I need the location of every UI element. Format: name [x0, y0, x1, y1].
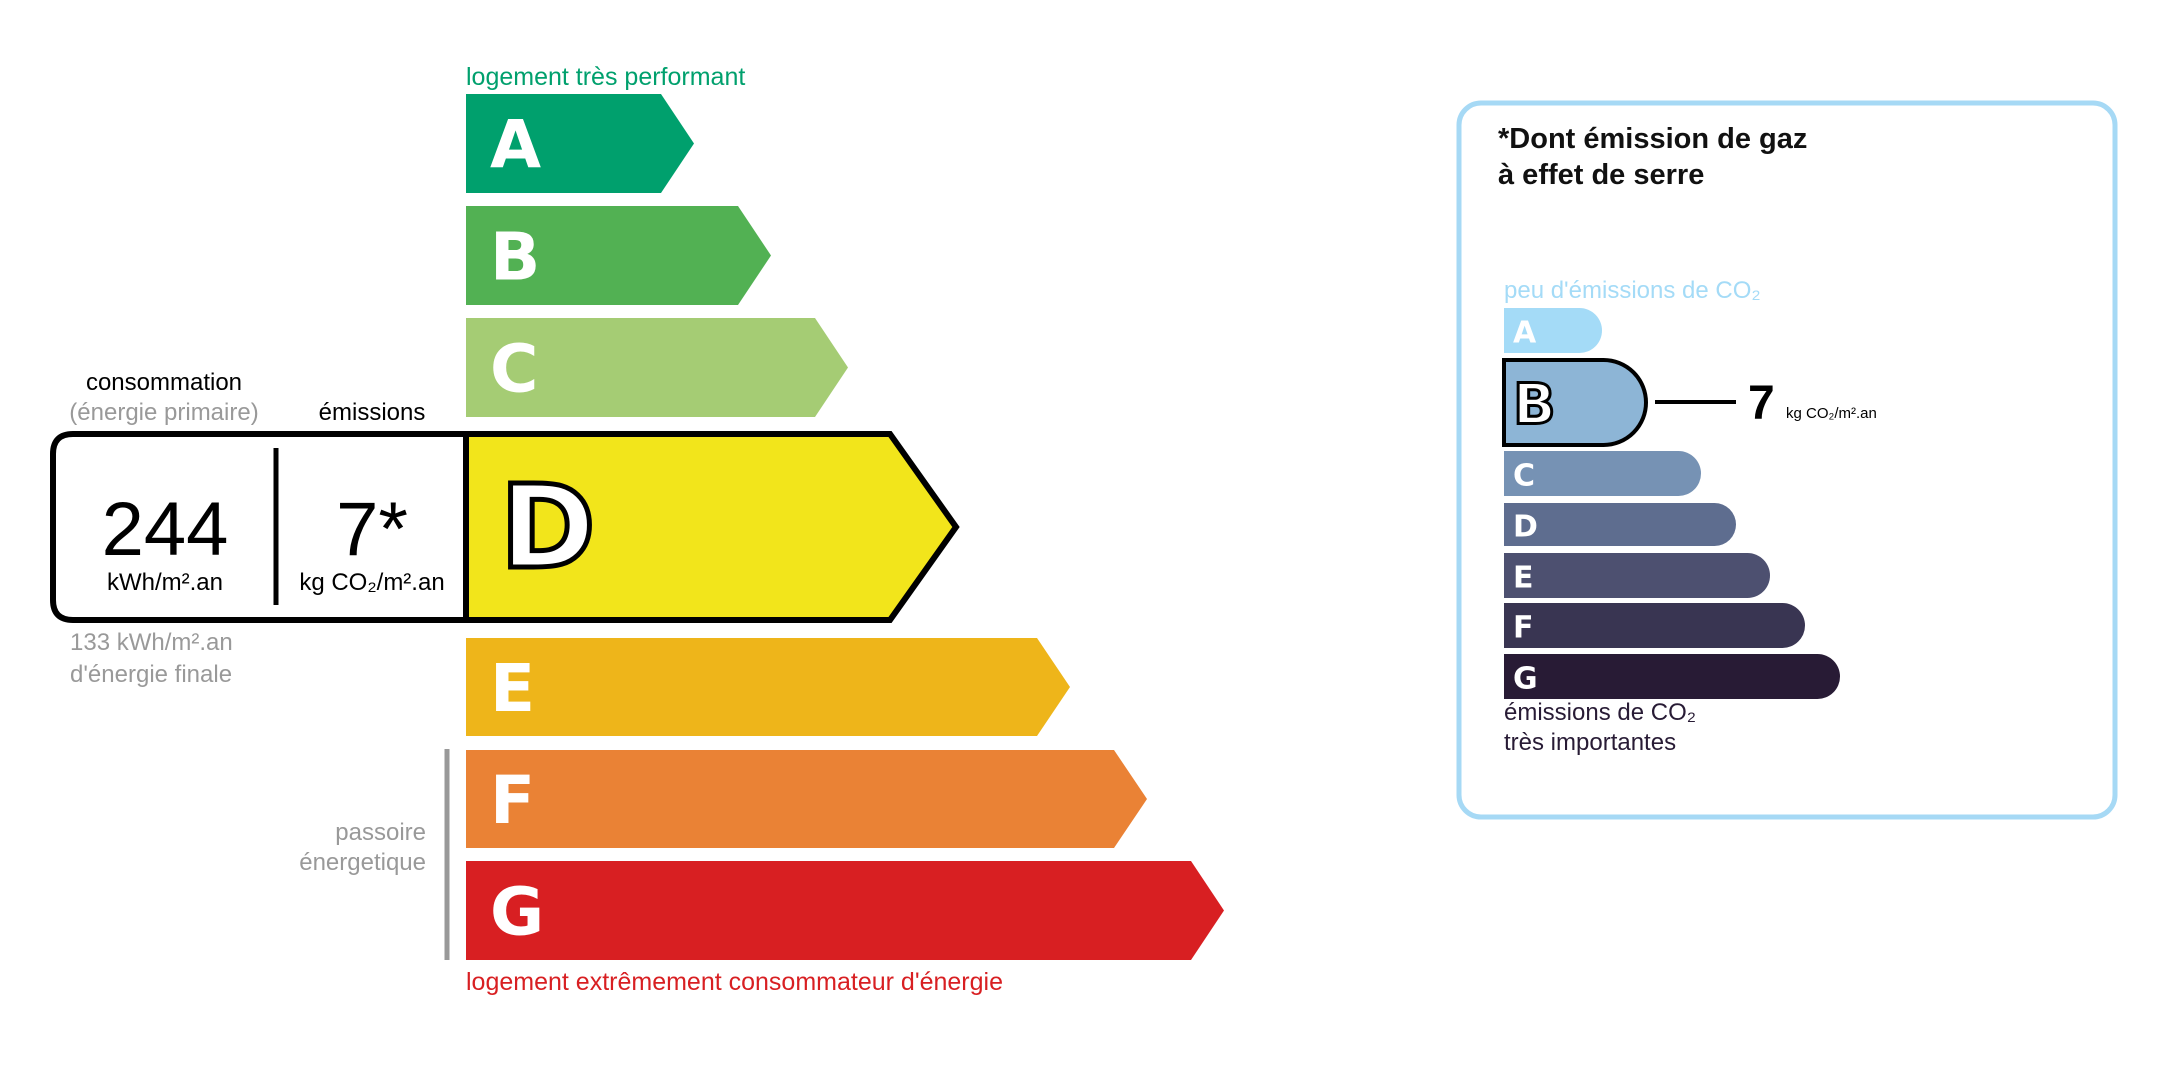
ghg-class-d: D	[1504, 503, 1736, 546]
energy-arrow	[466, 206, 771, 305]
energy-letter: F	[490, 762, 535, 839]
energy-class-b: B	[466, 206, 771, 305]
ghg-letter: D	[1513, 510, 1538, 545]
consumption-value: 244	[102, 487, 229, 572]
ghg-letter: C	[1513, 459, 1535, 494]
energy-class-d: D	[463, 431, 960, 623]
passoire-label-2: énergetique	[299, 849, 426, 876]
emissions-unit: kg CO₂/m².an	[299, 569, 444, 596]
consumption-subheader: (énergie primaire)	[69, 399, 258, 426]
ghg-unit: kg CO₂/m².an	[1786, 405, 1877, 422]
ghg-bottom-label-2: très importantes	[1504, 729, 1676, 756]
energy-top-label: logement très performant	[466, 63, 745, 91]
consumption-box	[50, 431, 469, 623]
energy-arrow	[466, 94, 694, 193]
consumption-unit: kWh/m².an	[107, 569, 223, 596]
energy-class-e: E	[466, 638, 1070, 736]
energy-class-f: F	[466, 750, 1147, 848]
energy-arrow	[466, 861, 1224, 960]
energy-arrow	[466, 750, 1147, 848]
ghg-top-label: peu d'émissions de CO₂	[1504, 277, 1761, 304]
energy-arrow	[466, 638, 1070, 736]
energy-letter: B	[490, 219, 540, 296]
ghg-title-2: à effet de serre	[1498, 159, 1704, 191]
ghg-class-c: C	[1504, 451, 1701, 496]
energy-class-a: A	[466, 94, 694, 193]
ghg-bar	[1504, 451, 1701, 496]
final-energy-label: d'énergie finale	[70, 661, 232, 688]
emissions-value: 7*	[336, 487, 408, 572]
energy-arrow	[466, 318, 848, 417]
ghg-class-f: F	[1504, 603, 1805, 648]
emissions-header: émissions	[319, 399, 426, 426]
ghg-bar	[1504, 603, 1805, 648]
ghg-class-b: B	[1502, 358, 1648, 447]
energy-class-g: G	[466, 861, 1224, 960]
energy-letter: E	[490, 650, 535, 727]
ghg-letter: B	[1513, 373, 1556, 438]
ghg-bar	[1504, 553, 1771, 598]
ghg-title-1: *Dont émission de gaz	[1498, 123, 1807, 155]
ghg-letter: F	[1513, 611, 1534, 646]
energy-letter: A	[490, 107, 541, 184]
passoire-label-1: passoire	[335, 819, 426, 846]
ghg-bar	[1504, 503, 1736, 546]
final-energy-value: 133 kWh/m².an	[70, 629, 233, 656]
energy-letter: C	[490, 331, 538, 408]
energy-letter: G	[490, 874, 544, 951]
energy-class-c: C	[466, 318, 848, 417]
ghg-bar	[1504, 308, 1603, 353]
ghg-letter: G	[1513, 662, 1538, 697]
consumption-header: consommation	[86, 369, 242, 396]
energy-letter: D	[500, 461, 595, 595]
ghg-class-a: A	[1504, 308, 1603, 353]
ghg-letter: E	[1513, 561, 1534, 596]
ghg-class-e: E	[1504, 553, 1771, 598]
ghg-bottom-label-1: émissions de CO₂	[1504, 699, 1696, 726]
ghg-bar	[1504, 654, 1840, 699]
ghg-class-g: G	[1504, 654, 1840, 699]
ghg-value: 7	[1748, 377, 1775, 430]
energy-bottom-label: logement extrêmement consommateur d'éner…	[466, 968, 1003, 996]
ghg-bar	[1502, 358, 1648, 447]
ghg-letter: A	[1513, 316, 1537, 351]
